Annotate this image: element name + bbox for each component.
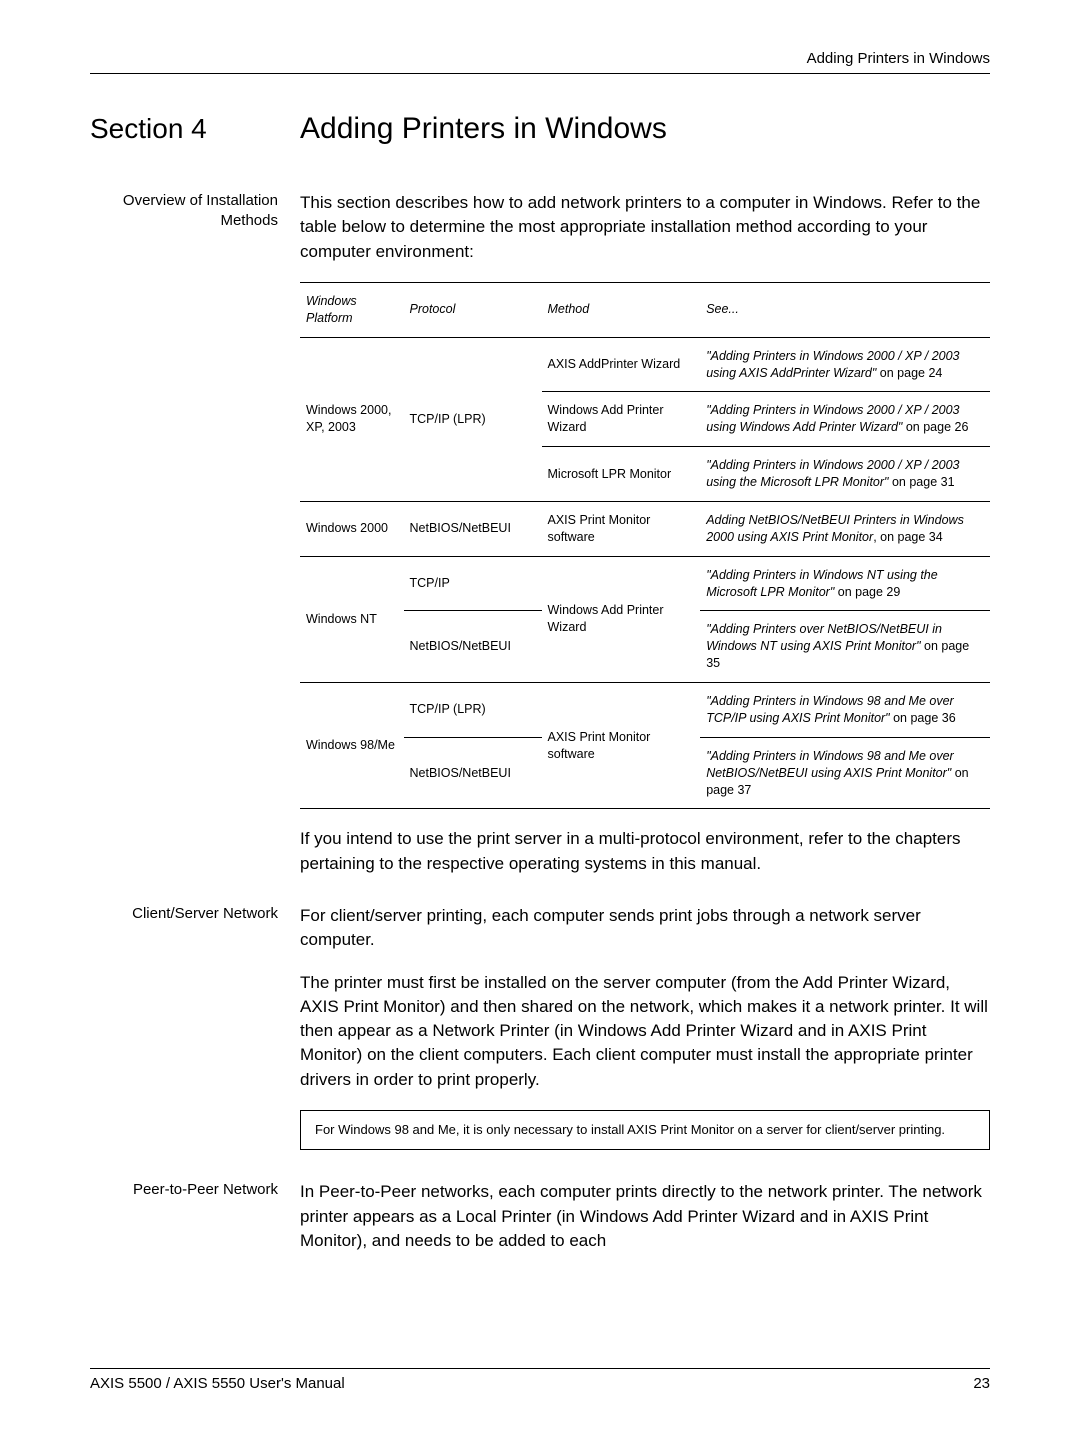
cell-see: "Adding Printers in Windows 2000 / XP / … [700, 337, 990, 392]
cell-protocol: NetBIOS/NetBEUI [404, 501, 542, 556]
cell-see: "Adding Printers in Windows 2000 / XP / … [700, 392, 990, 447]
peer-para: In Peer-to-Peer networks, each computer … [300, 1180, 990, 1253]
section-label: Section 4 [90, 113, 300, 145]
th-see: See... [700, 282, 990, 337]
running-title: Adding Printers in Windows [807, 50, 990, 67]
overview-intro: This section describes how to add networ… [300, 191, 990, 264]
cell-protocol: NetBIOS/NetBEUI [404, 611, 542, 683]
client-server-side-label: Client/Server Network [90, 904, 300, 953]
see-tail: on page 29 [834, 585, 900, 599]
note-text: For Windows 98 and Me, it is only necess… [315, 1122, 945, 1137]
table-row: Windows NT TCP/IP Windows Add Printer Wi… [300, 556, 990, 611]
cell-method: Windows Add Printer Wizard [542, 392, 701, 447]
overview-after-text: If you intend to use the print server in… [300, 827, 990, 876]
install-methods-table: Windows Platform Protocol Method See... … [300, 282, 990, 810]
running-header: Adding Printers in Windows [90, 50, 990, 74]
section-title: Adding Printers in Windows [300, 112, 667, 146]
see-italic: "Adding Printers over NetBIOS/NetBEUI in… [706, 622, 942, 653]
footer-page: 23 [973, 1375, 990, 1392]
cell-see: "Adding Printers in Windows 98 and Me ov… [700, 737, 990, 809]
cell-method: Windows Add Printer Wizard [542, 556, 701, 682]
cell-see: Adding NetBIOS/NetBEUI Printers in Windo… [700, 501, 990, 556]
peer-side-label: Peer-to-Peer Network [90, 1180, 300, 1253]
th-platform: Windows Platform [300, 282, 404, 337]
cell-see: "Adding Printers in Windows 2000 / XP / … [700, 447, 990, 502]
see-tail: on page 36 [890, 711, 956, 725]
cell-platform: Windows 2000, XP, 2003 [300, 337, 404, 501]
see-italic: "Adding Printers in Windows NT using the… [706, 568, 938, 599]
empty-side [90, 971, 300, 1092]
cell-method: Microsoft LPR Monitor [542, 447, 701, 502]
client-server-block: Client/Server Network For client/server … [90, 904, 990, 953]
install-methods-table-wrap: Windows Platform Protocol Method See... … [300, 282, 990, 810]
cell-method: AXIS AddPrinter Wizard [542, 337, 701, 392]
cell-see: "Adding Printers in Windows 98 and Me ov… [700, 683, 990, 738]
peer-block: Peer-to-Peer Network In Peer-to-Peer net… [90, 1180, 990, 1253]
table-row: Windows 98/Me TCP/IP (LPR) AXIS Print Mo… [300, 683, 990, 738]
th-protocol: Protocol [404, 282, 542, 337]
section-heading: Section 4 Adding Printers in Windows [90, 112, 990, 146]
see-tail: on page 26 [902, 420, 968, 434]
th-method: Method [542, 282, 701, 337]
cell-protocol: TCP/IP (LPR) [404, 683, 542, 738]
cell-platform: Windows NT [300, 556, 404, 682]
client-server-block2: The printer must first be installed on t… [90, 971, 990, 1092]
client-server-para2: The printer must first be installed on t… [300, 971, 990, 1092]
cell-see: "Adding Printers in Windows NT using the… [700, 556, 990, 611]
overview-side-label: Overview of Installation Methods [90, 191, 300, 264]
table-header-row: Windows Platform Protocol Method See... [300, 282, 990, 337]
cell-platform: Windows 98/Me [300, 683, 404, 809]
cell-protocol: NetBIOS/NetBEUI [404, 737, 542, 809]
overview-block: Overview of Installation Methods This se… [90, 191, 990, 264]
cell-platform: Windows 2000 [300, 501, 404, 556]
cell-see: "Adding Printers over NetBIOS/NetBEUI in… [700, 611, 990, 683]
client-server-para1: For client/server printing, each compute… [300, 904, 990, 953]
table-row: Windows 2000 NetBIOS/NetBEUI AXIS Print … [300, 501, 990, 556]
cell-method: AXIS Print Monitor software [542, 683, 701, 809]
page-footer: AXIS 5500 / AXIS 5550 User's Manual 23 [90, 1368, 990, 1392]
empty-side [90, 827, 300, 876]
cell-method: AXIS Print Monitor software [542, 501, 701, 556]
see-tail: on page 31 [888, 475, 954, 489]
see-italic: "Adding Printers in Windows 98 and Me ov… [706, 749, 954, 780]
see-tail: on page 24 [876, 366, 942, 380]
footer-manual: AXIS 5500 / AXIS 5550 User's Manual [90, 1375, 345, 1392]
cell-protocol: TCP/IP (LPR) [404, 337, 542, 501]
table-row: Windows 2000, XP, 2003 TCP/IP (LPR) AXIS… [300, 337, 990, 392]
cell-protocol: TCP/IP [404, 556, 542, 611]
see-tail: , on page 34 [873, 530, 943, 544]
overview-after-block: If you intend to use the print server in… [90, 827, 990, 876]
note-box: For Windows 98 and Me, it is only necess… [300, 1110, 990, 1150]
